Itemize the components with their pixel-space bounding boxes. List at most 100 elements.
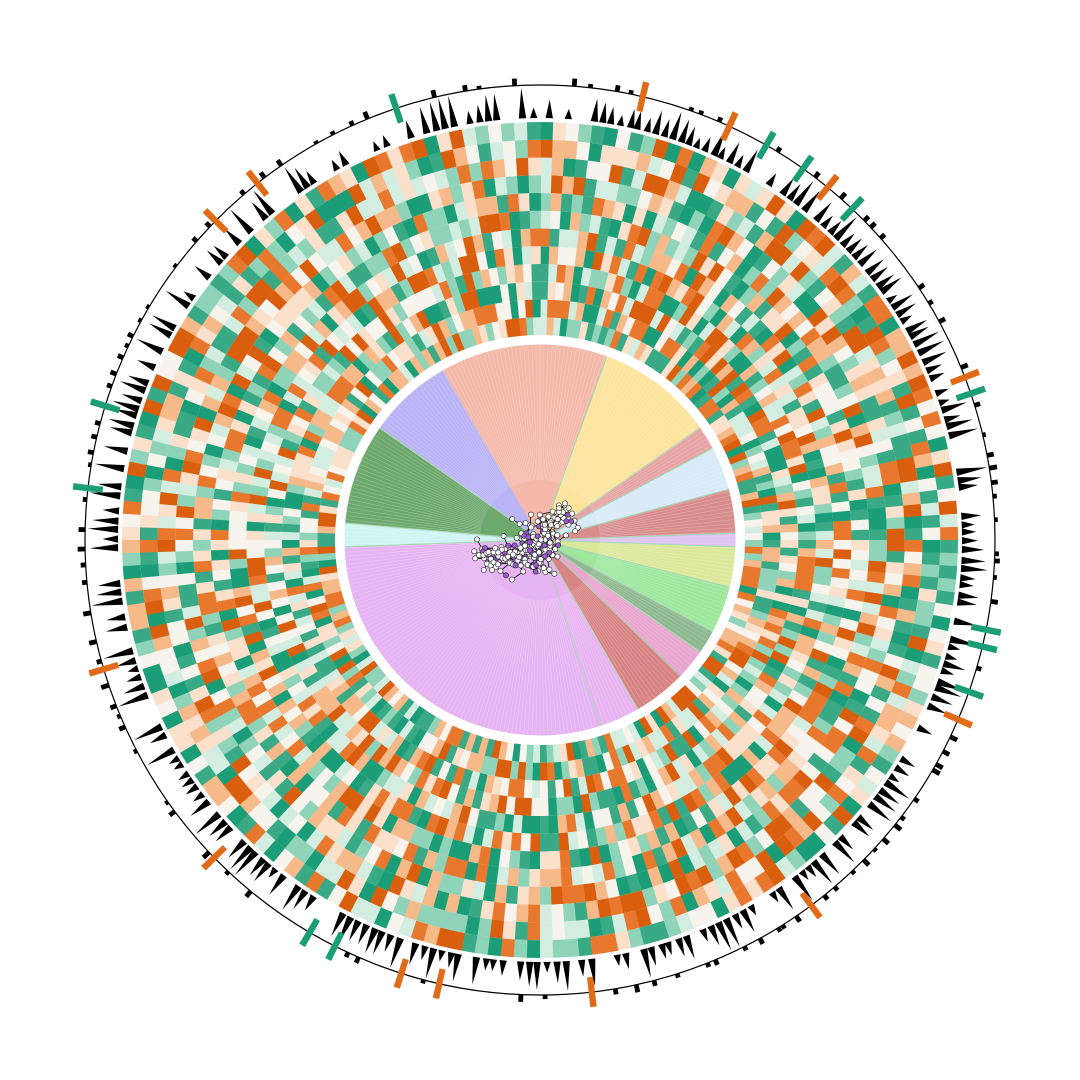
heatmap-cell <box>246 680 268 699</box>
leaf-line <box>357 560 484 609</box>
heatmap-cell <box>262 354 283 374</box>
heatmap-cell <box>511 814 523 834</box>
heatmap-cell <box>884 494 904 509</box>
heatmap-cell <box>457 730 471 750</box>
heatmap-cell <box>499 938 515 958</box>
heatmap-cell <box>258 760 280 782</box>
clade-wedge <box>345 427 542 541</box>
outer-bar <box>432 968 446 1000</box>
heatmap-cell <box>692 720 711 740</box>
heatmap-cell <box>780 523 799 534</box>
heatmap-cell <box>540 193 552 211</box>
heatmap-cell <box>341 293 361 314</box>
heatmap-cell <box>741 793 762 815</box>
heatmap-cell <box>938 565 958 581</box>
heatmap-cell <box>920 564 940 579</box>
heatmap-cell <box>349 896 370 919</box>
heatmap-cell <box>775 201 798 225</box>
heatmap-cell <box>615 332 629 353</box>
heatmap-cell <box>753 678 774 696</box>
outer-tick <box>628 89 634 95</box>
heatmap-cell <box>757 279 779 301</box>
heatmap-cell <box>783 231 806 254</box>
heatmap-cell <box>681 707 700 726</box>
heatmap-cell <box>773 834 796 857</box>
heatmap-cell <box>764 216 787 239</box>
leaf-line <box>598 491 729 526</box>
leaf-line <box>345 542 481 549</box>
heatmap-cell <box>434 927 453 948</box>
heatmap-cell <box>398 363 415 383</box>
leaf-line <box>487 597 525 728</box>
heatmap-cell <box>655 313 673 334</box>
heatmap-cell <box>440 260 456 281</box>
heatmap-cell <box>864 366 887 386</box>
heatmap-cell <box>770 599 791 613</box>
leaf-line <box>583 406 683 500</box>
heatmap-cell <box>303 486 323 499</box>
heatmap-cell <box>487 847 501 867</box>
heatmap-cell <box>782 446 803 461</box>
heatmap-cell <box>687 209 707 232</box>
heatmap-cell <box>175 516 194 530</box>
heatmap-cell <box>869 684 892 704</box>
heatmap-cell <box>284 577 304 589</box>
heatmap-cell <box>632 796 649 817</box>
heatmap-cell <box>760 509 780 520</box>
heatmap-cell <box>546 780 557 799</box>
heatmap-cell <box>302 574 322 586</box>
heatmap-cell <box>183 614 204 631</box>
heatmap-cell <box>772 294 794 316</box>
heatmap-cell <box>444 316 459 336</box>
heatmap-cell <box>939 513 958 529</box>
heatmap-cell <box>146 451 167 469</box>
heatmap-cell <box>797 556 816 567</box>
heatmap-cell <box>266 239 288 262</box>
heatmap-cell <box>634 738 650 758</box>
heatmap-cell <box>730 458 750 472</box>
heatmap-cell <box>732 800 753 822</box>
triangle-marker <box>253 190 276 217</box>
heatmap-cell <box>725 445 745 460</box>
heatmap-cell <box>828 689 850 708</box>
heatmap-cell <box>179 593 200 609</box>
triangle-marker <box>109 427 133 437</box>
heatmap-cell <box>915 599 936 617</box>
heatmap-cell <box>665 278 683 299</box>
heatmap-cell <box>256 809 279 832</box>
heatmap-cell <box>193 559 213 573</box>
outer-bar <box>299 917 320 947</box>
heatmap-cell <box>514 903 529 923</box>
heatmap-cell <box>649 290 666 311</box>
heatmap-cell <box>748 377 769 396</box>
heatmap-cell <box>855 744 878 766</box>
heatmap-cell <box>572 176 587 196</box>
leaf-line <box>543 599 553 735</box>
outer-tick <box>780 923 787 930</box>
heatmap-cell <box>332 410 353 427</box>
heatmap-cell <box>759 727 781 747</box>
leaf-line <box>596 560 723 609</box>
heatmap-cell <box>567 229 580 249</box>
heatmap-cell <box>214 477 235 492</box>
heatmap-cell <box>789 261 812 283</box>
tree-clades <box>341 341 739 739</box>
heatmap-cell <box>233 408 255 426</box>
leaf-line <box>581 400 677 498</box>
heatmap-cell <box>587 792 601 812</box>
heatmap-cell <box>487 123 504 143</box>
heatmap-cell <box>297 444 317 459</box>
heatmap-cell <box>394 858 413 880</box>
leaf-line <box>345 541 481 545</box>
heatmap-cell <box>540 281 549 300</box>
heatmap-cell <box>597 162 613 182</box>
heatmap-cell <box>597 326 610 346</box>
heatmap-cell <box>779 627 800 643</box>
heatmap-cell <box>470 880 486 901</box>
heatmap-cell <box>146 610 167 628</box>
heatmap-cell <box>232 334 254 355</box>
heatmap-cell <box>451 913 469 934</box>
heatmap-cell <box>814 512 834 524</box>
triangle-marker <box>165 290 191 310</box>
heatmap-cell <box>265 741 287 762</box>
